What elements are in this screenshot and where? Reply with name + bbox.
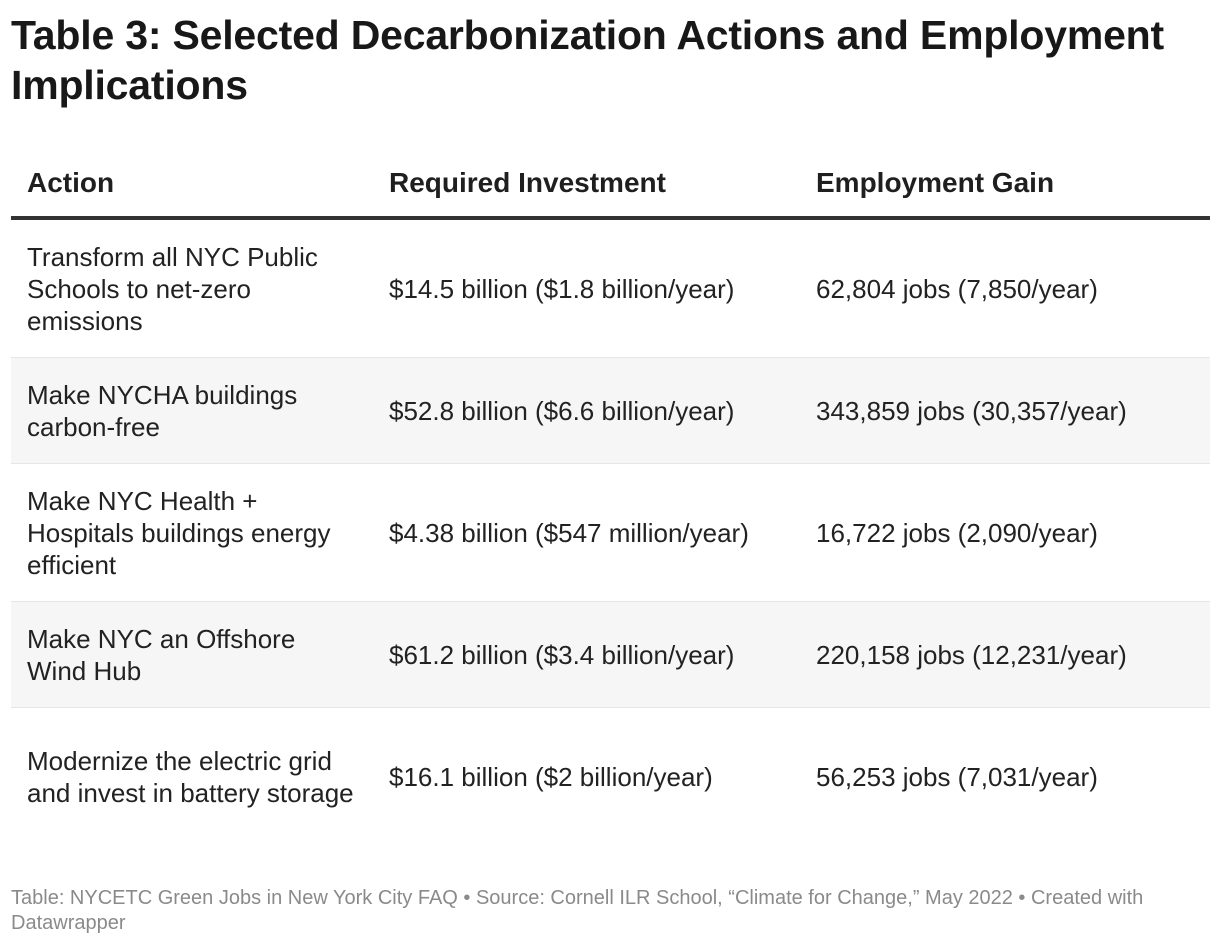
investment-cell: $16.1 billion ($2 billion/year): [389, 762, 713, 792]
action-cell: Transform all NYC Public Schools to net-…: [27, 241, 318, 336]
table-row: Make NYCHA buildings carbon-free $52.8 b…: [11, 358, 1210, 464]
column-header-action[interactable]: Action: [27, 167, 115, 198]
action-cell: Modernize the electric grid and invest i…: [27, 746, 354, 808]
column-header-investment[interactable]: Required Investment: [389, 167, 666, 198]
employment-cell: 62,804 jobs (7,850/year): [816, 273, 1098, 304]
investment-cell: $61.2 billion ($3.4 billion/year): [389, 639, 735, 670]
table-row: Transform all NYC Public Schools to net-…: [11, 220, 1210, 358]
action-cell: Make NYC an Offshore Wind Hub: [27, 623, 296, 686]
table-row: Make NYC an Offshore Wind Hub $61.2 bill…: [11, 602, 1210, 708]
action-cell: Make NYC Health + Hospitals buildings en…: [27, 485, 331, 580]
investment-cell: $4.38 billion ($547 million/year): [389, 517, 749, 548]
data-table: Action Required Investment Employment Ga…: [11, 150, 1210, 846]
table-header-row: Action Required Investment Employment Ga…: [11, 150, 1210, 220]
employment-cell: 220,158 jobs (12,231/year): [816, 639, 1127, 670]
employment-cell: 343,859 jobs (30,357/year): [816, 395, 1127, 426]
investment-cell: $52.8 billion ($6.6 billion/year): [389, 395, 735, 426]
table-title: Table 3: Selected Decarbonization Action…: [11, 12, 1164, 108]
employment-cell: 56,253 jobs (7,031/year): [816, 762, 1098, 792]
table-row: Modernize the electric grid and invest i…: [11, 708, 1210, 846]
column-header-employment[interactable]: Employment Gain: [816, 167, 1055, 198]
source-footer: Table: NYCETC Green Jobs in New York Cit…: [11, 887, 1144, 934]
table-row: Make NYC Health + Hospitals buildings en…: [11, 464, 1210, 602]
employment-cell: 16,722 jobs (2,090/year): [816, 517, 1098, 548]
investment-cell: $14.5 billion ($1.8 billion/year): [389, 273, 735, 304]
action-cell: Make NYCHA buildings carbon-free: [27, 379, 298, 442]
